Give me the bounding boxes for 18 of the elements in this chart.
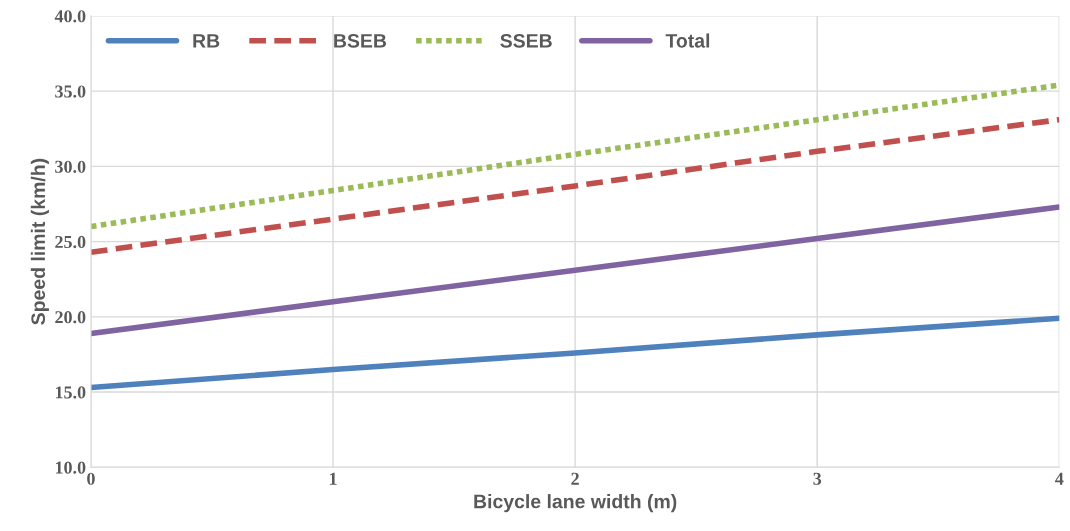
legend-label: SSEB (500, 33, 552, 48)
y-tick-label: 20.0 (55, 311, 86, 324)
x-axis-title: Bicycle lane width (m) (474, 494, 677, 513)
legend-label: RB (193, 34, 220, 48)
y-tick-label: 30.0 (55, 160, 86, 173)
y-tick-label: 15.0 (55, 386, 86, 399)
x-tick-label: 2 (571, 472, 579, 485)
x-tick-label: 4 (1055, 472, 1064, 485)
y-tick-label: 25.0 (55, 235, 86, 249)
x-tick-label: 0 (87, 472, 95, 485)
y-tick-label: 35.0 (55, 85, 86, 98)
legend-label: Total (665, 33, 710, 48)
y-axis-title: Speed limit (km/h) (30, 158, 49, 325)
x-tick-label: 1 (329, 472, 337, 485)
legend-label: BSEB (334, 33, 387, 48)
y-tick-label: 40.0 (54, 10, 86, 23)
x-tick-label: 3 (813, 472, 822, 485)
y-tick-label: 10.0 (55, 461, 86, 474)
